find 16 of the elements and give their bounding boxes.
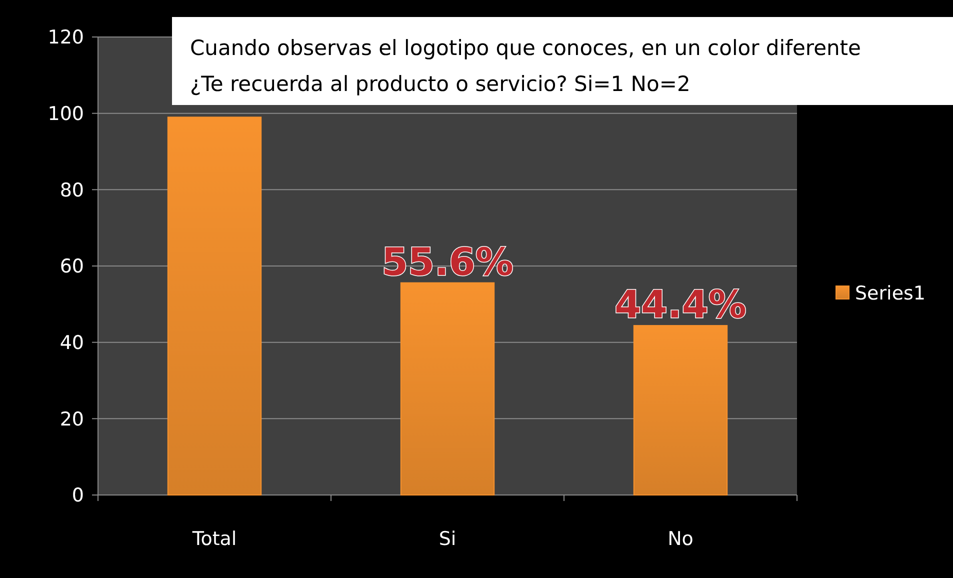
x-tick-label: No: [668, 528, 694, 550]
bar: [633, 325, 728, 496]
y-tick-label: 100: [48, 102, 84, 125]
bar: [400, 282, 495, 496]
y-tick-label: 60: [60, 256, 84, 278]
x-tick-label: Si: [438, 528, 456, 550]
y-tick-label: 120: [48, 26, 84, 49]
y-tick-label: 40: [60, 332, 84, 354]
text: Cuando observas el logotipo que conoces, en un color diferente ¿Te recuerda al producto o servicio? Si=1 No=2: [190, 36, 861, 96]
data-label: 44.4%: [614, 282, 746, 327]
x-tick-label: Total: [191, 528, 237, 550]
y-tick-label: 80: [60, 179, 84, 202]
legend-label: Series1: [855, 282, 926, 305]
bar: [167, 116, 262, 496]
y-tick-label: 0: [72, 484, 84, 507]
y-tick-label: 20: [60, 408, 84, 430]
